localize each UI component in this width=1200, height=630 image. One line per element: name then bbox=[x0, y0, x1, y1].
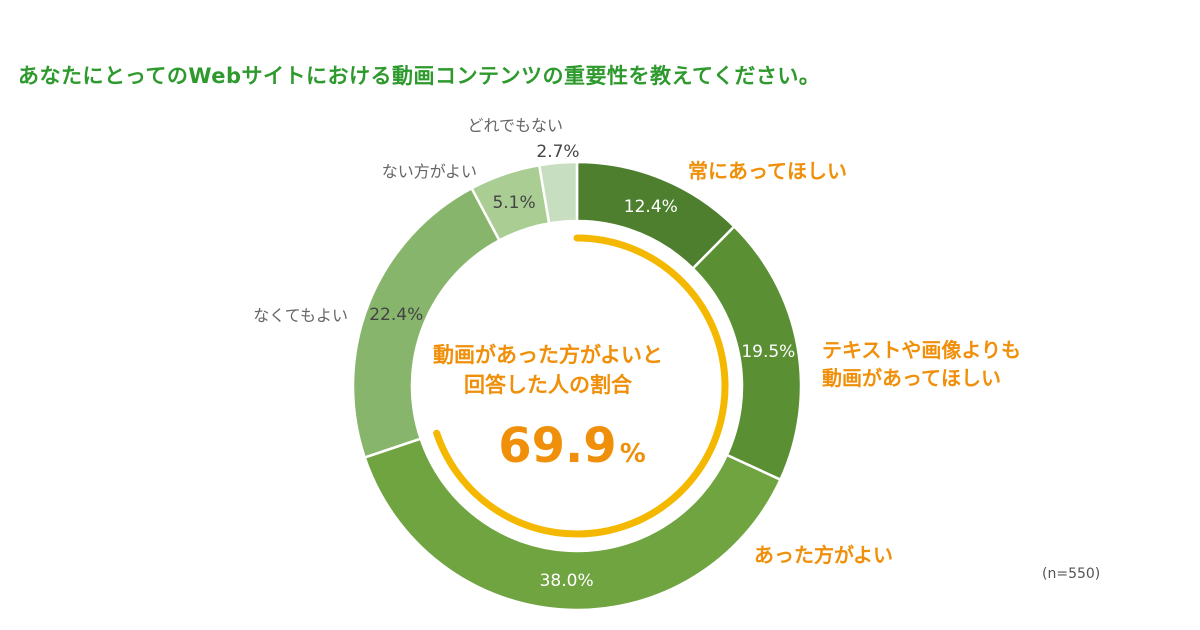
value-label-4: 22.4% bbox=[369, 305, 423, 325]
slice-label-5: ない方がよい bbox=[382, 162, 477, 181]
slice-label-4: なくてもよい bbox=[253, 306, 348, 325]
donut-slice-3 bbox=[363, 437, 783, 612]
value-label-2: 19.5% bbox=[741, 342, 795, 362]
slice-label-2: テキストや画像よりも動画があってほしい bbox=[822, 338, 1021, 390]
sample-size-label: (n=550) bbox=[1042, 566, 1101, 582]
value-label-5: 5.1% bbox=[492, 193, 535, 213]
slice-label-3: あった方がよい bbox=[754, 543, 893, 567]
donut-slice-6 bbox=[537, 160, 579, 225]
center-value-number: 69.9 bbox=[498, 418, 616, 474]
value-labels: 12.4% 19.5% 38.0% 22.4% 5.1% 2.7% bbox=[369, 142, 795, 591]
center-text-line2: 回答した人の割合 bbox=[464, 373, 633, 397]
donut-slices bbox=[351, 160, 803, 612]
highlight-arc bbox=[433, 234, 729, 538]
center-value: 69.9% bbox=[498, 418, 646, 474]
slice-label-2-line-2: 動画があってほしい bbox=[822, 366, 1001, 390]
center-value-unit: % bbox=[620, 439, 646, 469]
highlight-arc-layer bbox=[433, 234, 729, 538]
slice-label-6: どれでもない bbox=[467, 116, 563, 135]
slice-label-1: 常にあってほしい bbox=[688, 159, 847, 183]
center-summary: 動画があった方がよいと 回答した人の割合 69.9% bbox=[433, 343, 663, 474]
center-text-line1: 動画があった方がよいと bbox=[433, 343, 663, 367]
slice-label-2-line-1: テキストや画像よりも bbox=[822, 338, 1021, 362]
value-label-6: 2.7% bbox=[536, 142, 579, 162]
chart-title: あなたにとってのWebサイトにおける動画コンテンツの重要性を教えてください。 bbox=[18, 64, 821, 88]
value-label-3: 38.0% bbox=[540, 571, 594, 591]
value-label-1: 12.4% bbox=[624, 197, 678, 217]
